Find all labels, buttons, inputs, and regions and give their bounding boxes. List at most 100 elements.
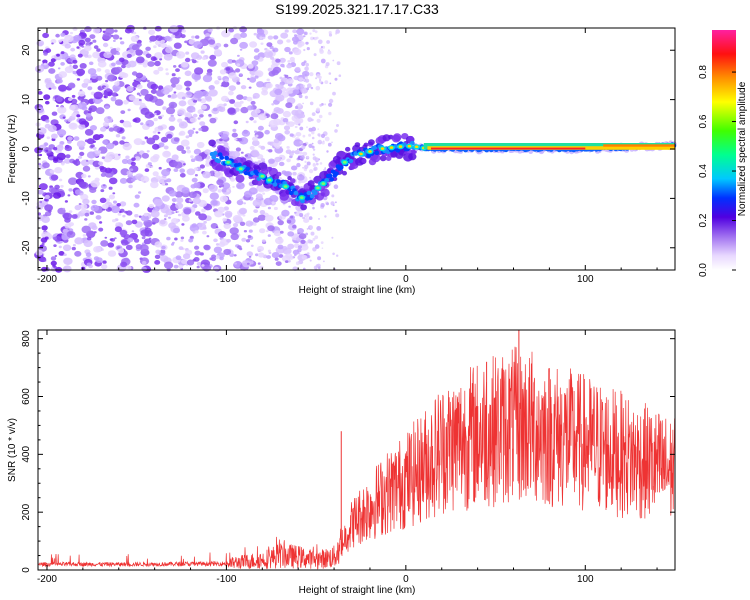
noise-blob xyxy=(128,95,136,101)
noise-blob xyxy=(171,198,177,202)
noise-blob xyxy=(311,112,316,116)
noise-blob xyxy=(77,71,84,77)
noise-blob xyxy=(255,134,259,138)
ridge-peak xyxy=(398,145,403,148)
noise-blob xyxy=(193,148,201,155)
noise-blob xyxy=(259,265,264,270)
noise-blob xyxy=(335,201,337,204)
noise-blob xyxy=(173,42,182,49)
noise-blob xyxy=(39,244,44,248)
noise-blob xyxy=(194,174,198,177)
noise-blob xyxy=(304,160,307,163)
noise-blob xyxy=(173,91,177,94)
noise-blob xyxy=(67,97,73,102)
noise-blob xyxy=(150,181,159,189)
ridge-core xyxy=(293,190,299,196)
noise-blob xyxy=(202,56,207,60)
noise-blob xyxy=(306,252,310,256)
noise-blob xyxy=(246,262,250,265)
noise-blob xyxy=(189,117,197,123)
noise-blob xyxy=(134,238,140,243)
noise-blob xyxy=(144,93,154,102)
noise-blob xyxy=(314,235,319,240)
noise-blob xyxy=(39,256,47,263)
noise-blob xyxy=(274,257,279,261)
ridge-core xyxy=(395,148,401,153)
noise-blob xyxy=(221,95,229,102)
noise-blob xyxy=(309,101,314,106)
noise-blob xyxy=(122,142,132,151)
noise-blob xyxy=(98,134,104,139)
noise-blob xyxy=(139,102,146,108)
noise-blob xyxy=(44,194,50,200)
noise-blob xyxy=(315,264,319,268)
noise-blob xyxy=(308,133,312,137)
noise-blob xyxy=(165,46,173,54)
ridge-core xyxy=(348,158,354,164)
noise-blob xyxy=(145,119,155,127)
noise-blob xyxy=(175,68,180,72)
noise-blob xyxy=(88,61,94,66)
noise-blob xyxy=(184,80,192,87)
noise-blob xyxy=(248,229,253,233)
noise-blob xyxy=(92,160,101,167)
ridge-halo xyxy=(409,136,414,140)
noise-blob xyxy=(186,91,192,96)
noise-blob xyxy=(247,63,254,69)
noise-blob xyxy=(236,63,240,67)
noise-blob xyxy=(284,130,291,135)
noise-blob xyxy=(90,180,100,188)
noise-blob xyxy=(102,121,109,127)
noise-blob xyxy=(88,111,92,114)
noise-blob xyxy=(316,74,321,79)
noise-blob xyxy=(274,156,282,163)
noise-blob xyxy=(73,160,81,166)
noise-blob xyxy=(289,56,295,62)
noise-blob xyxy=(141,266,147,272)
noise-blob xyxy=(314,30,318,34)
noise-blob xyxy=(112,219,116,223)
noise-blob xyxy=(193,41,203,49)
colorbar-tick-label: 0.4 xyxy=(698,164,709,178)
noise-blob xyxy=(272,66,282,74)
noise-blob xyxy=(308,143,313,148)
noise-blob xyxy=(280,63,285,68)
ridge-peak xyxy=(359,152,363,156)
noise-blob xyxy=(153,117,158,122)
noise-blob xyxy=(257,160,262,164)
noise-blob xyxy=(96,75,103,81)
noise-blob xyxy=(50,39,57,44)
noise-blob xyxy=(209,192,219,200)
noise-blob xyxy=(60,62,65,66)
noise-blob xyxy=(315,107,321,112)
noise-blob xyxy=(245,220,254,227)
noise-blob xyxy=(123,100,129,105)
noise-blob xyxy=(312,29,316,32)
figure-title: S199.2025.321.17.17.C33 xyxy=(275,1,439,17)
noise-blob xyxy=(330,201,335,206)
noise-blob xyxy=(299,126,304,131)
noise-blob xyxy=(234,138,238,141)
noise-blob xyxy=(84,45,92,52)
noise-blob xyxy=(311,126,317,132)
ridge-core xyxy=(374,150,380,155)
noise-blob xyxy=(48,77,51,80)
noise-blob xyxy=(48,209,52,213)
noise-blob xyxy=(226,238,232,243)
noise-blob xyxy=(324,215,327,218)
noise-blob xyxy=(215,243,220,246)
noise-blob xyxy=(214,170,219,174)
noise-blob xyxy=(76,46,80,49)
y-tick-label: -10 xyxy=(21,191,32,206)
noise-blob xyxy=(85,159,89,162)
noise-blob xyxy=(241,130,251,137)
noise-blob xyxy=(304,76,308,80)
ridge-core xyxy=(327,173,333,178)
noise-blob xyxy=(276,108,284,114)
noise-blob xyxy=(316,226,322,231)
noise-blob xyxy=(297,176,300,179)
ridge-core xyxy=(334,171,339,176)
noise-blob xyxy=(309,176,312,179)
noise-blob xyxy=(331,141,333,144)
